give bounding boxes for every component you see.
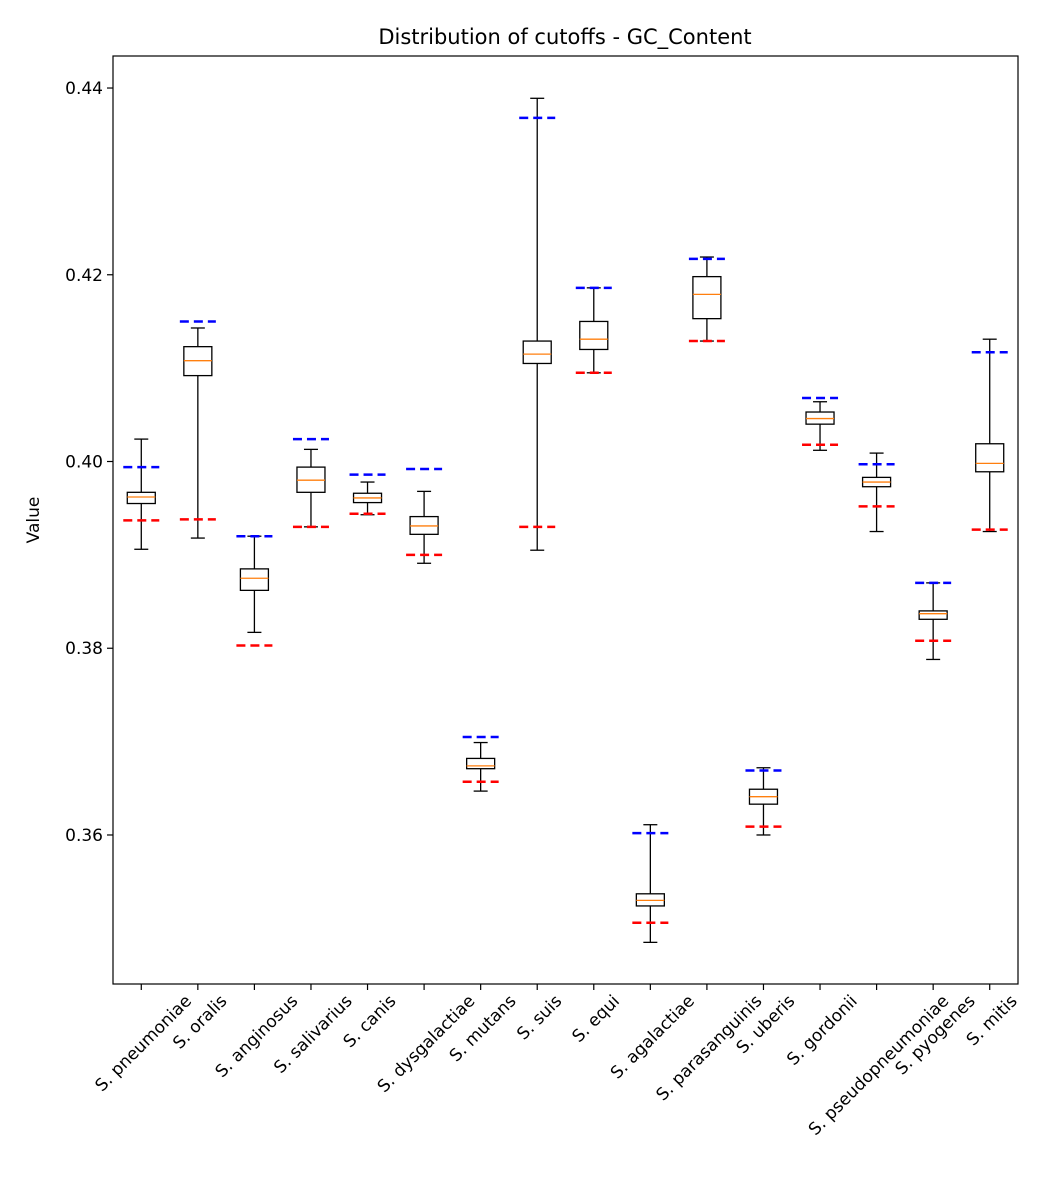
- x-tick-label: S. suis: [513, 991, 566, 1044]
- box: [918, 610, 948, 620]
- x-tick-label: S. equi: [569, 991, 624, 1046]
- box: [466, 757, 496, 770]
- box: [239, 568, 270, 592]
- y-tick-label: 0.40: [65, 453, 103, 473]
- y-axis-label: Value: [24, 497, 44, 544]
- box: [692, 275, 722, 320]
- plot-area-frame: [112, 55, 1019, 985]
- y-tick-label: 0.44: [65, 79, 103, 99]
- box: [975, 443, 1005, 473]
- y-tick-label: 0.42: [65, 266, 103, 286]
- y-tick-label: 0.36: [65, 826, 103, 846]
- box: [522, 340, 552, 365]
- box: [126, 491, 156, 505]
- box: [579, 320, 609, 351]
- y-tick-label: 0.38: [65, 639, 103, 659]
- chart-title: Distribution of cutoffs - GC_Content: [378, 25, 751, 50]
